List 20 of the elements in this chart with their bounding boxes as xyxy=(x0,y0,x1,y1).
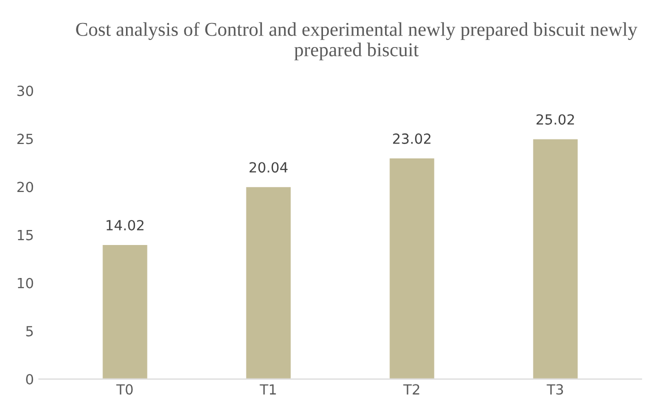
chart-title: Cost analysis of Control and experimental newly prepared biscuit newly prepared biscuit xyxy=(76,22,638,60)
y-tick-label: 10 xyxy=(18,278,34,288)
x-tick-label: T3 xyxy=(546,384,563,395)
data-label: 20.04 xyxy=(250,162,288,173)
y-tick-label: 30 xyxy=(17,86,34,96)
y-tick-label: 0 xyxy=(26,374,34,385)
bar xyxy=(244,186,292,380)
y-tick-label: 25 xyxy=(17,134,33,144)
x-tick-label: T0 xyxy=(116,384,133,395)
bar xyxy=(388,157,436,380)
data-label: 25.02 xyxy=(536,114,574,125)
bar xyxy=(532,138,580,380)
y-tick-label: 15 xyxy=(18,230,33,240)
x-tick-label: T1 xyxy=(260,384,276,394)
y-tick-label: 20 xyxy=(17,182,34,192)
y-tick-label: 5 xyxy=(26,326,33,336)
data-label: 14.02 xyxy=(106,220,144,230)
data-label: 23.02 xyxy=(393,133,430,144)
bar xyxy=(101,244,149,380)
x-tick-label: T2 xyxy=(403,384,420,394)
